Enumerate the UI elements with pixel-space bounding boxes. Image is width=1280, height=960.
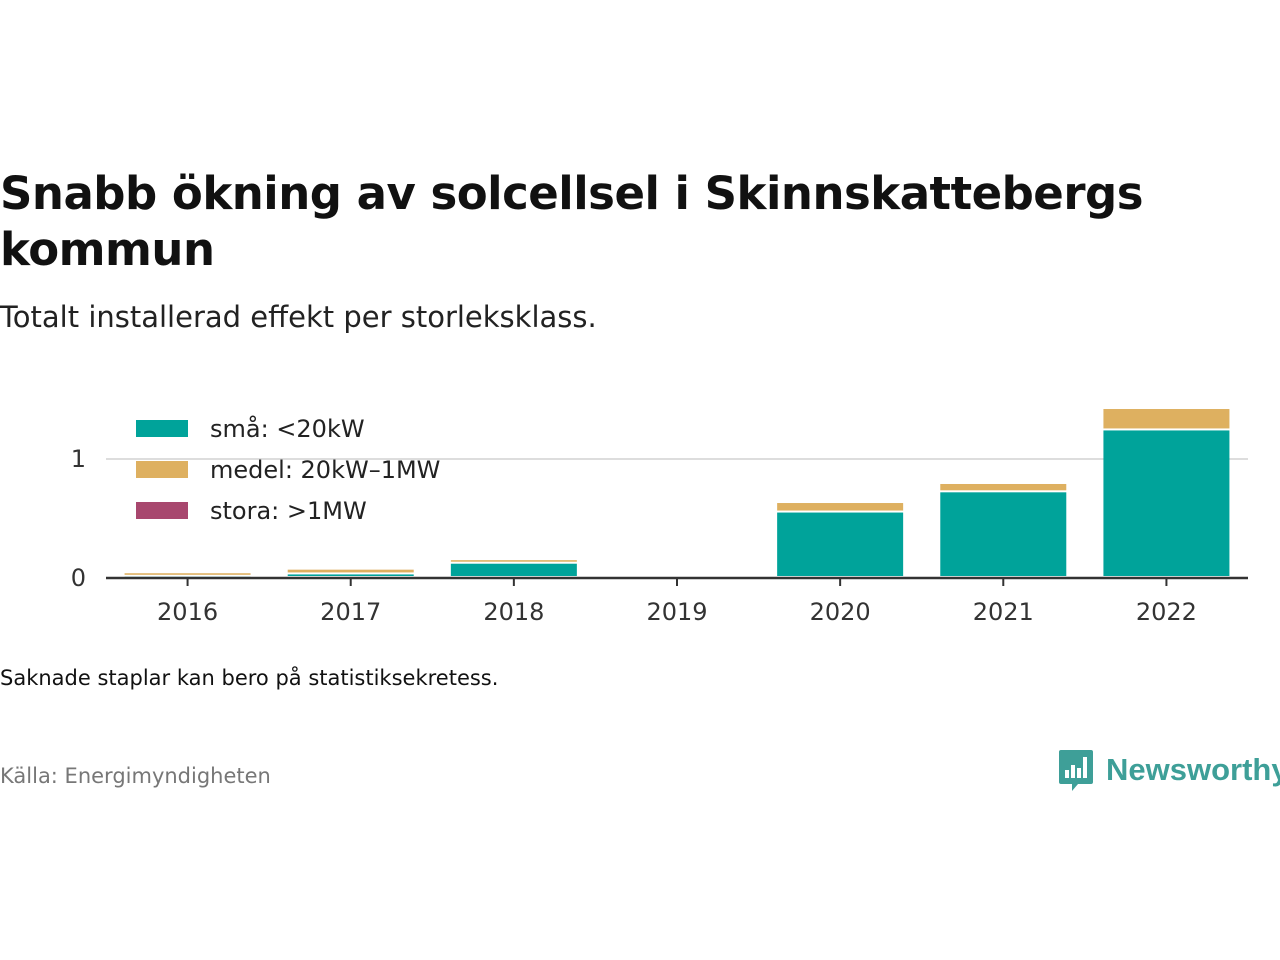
legend-item-medium: medel: 20kW–1MW (136, 449, 440, 490)
legend-swatch-medium (136, 461, 188, 478)
bar-segment (777, 503, 904, 511)
bar-segment (1103, 409, 1230, 429)
x-axis: 2016 2017 2018 2019 2020 2021 2022 (106, 576, 1248, 626)
legend-swatch-large (136, 502, 188, 519)
bar-segment (940, 483, 1067, 491)
legend-label-medium: medel: 20kW–1MW (210, 455, 441, 484)
y-tick-label: 1 (71, 445, 86, 473)
legend-item-small: små: <20kW (136, 408, 440, 449)
bar-chart: 01 2016 2017 2018 2019 2020 2021 2022 (71, 409, 1248, 626)
x-tick-label: 2018 (483, 598, 544, 626)
bar-segment (287, 569, 414, 573)
chart-subtitle: Totalt installerad effekt per storlekskl… (0, 300, 597, 334)
x-tick-label: 2016 (157, 598, 218, 626)
legend-label-small: små: <20kW (210, 414, 365, 443)
legend-label-large: stora: >1MW (210, 496, 367, 525)
chart-title: Snabb ökning av solcellsel i Skinnskatte… (0, 167, 1144, 276)
footnote: Saknade staplar kan bero på statistiksek… (0, 666, 499, 690)
bar-segment (450, 563, 577, 576)
x-tick-label: 2020 (810, 598, 871, 626)
newsworthy-logo-icon (1059, 750, 1093, 791)
legend-item-large: stora: >1MW (136, 490, 440, 531)
legend: små: <20kW medel: 20kW–1MW stora: >1MW (136, 408, 440, 531)
x-tick-label: 2019 (646, 598, 707, 626)
bar-segment (124, 573, 251, 575)
x-tick-label: 2017 (320, 598, 381, 626)
source-label: Källa: Energimyndigheten (0, 764, 271, 788)
y-tick-label: 0 (71, 564, 86, 592)
grid-lines: 01 (71, 445, 1248, 592)
bars (124, 409, 1230, 578)
bar-segment (777, 512, 904, 576)
x-tick-label: 2021 (973, 598, 1034, 626)
legend-swatch-small (136, 420, 188, 437)
brand-logo[interactable]: Newsworthy (1058, 748, 1280, 792)
bar-segment (940, 492, 1067, 576)
bar-segment (287, 574, 414, 576)
brand-name: Newsworthy (1106, 752, 1280, 787)
bar-segment (450, 560, 577, 562)
x-tick-label: 2022 (1136, 598, 1197, 626)
bar-segment (1103, 430, 1230, 576)
